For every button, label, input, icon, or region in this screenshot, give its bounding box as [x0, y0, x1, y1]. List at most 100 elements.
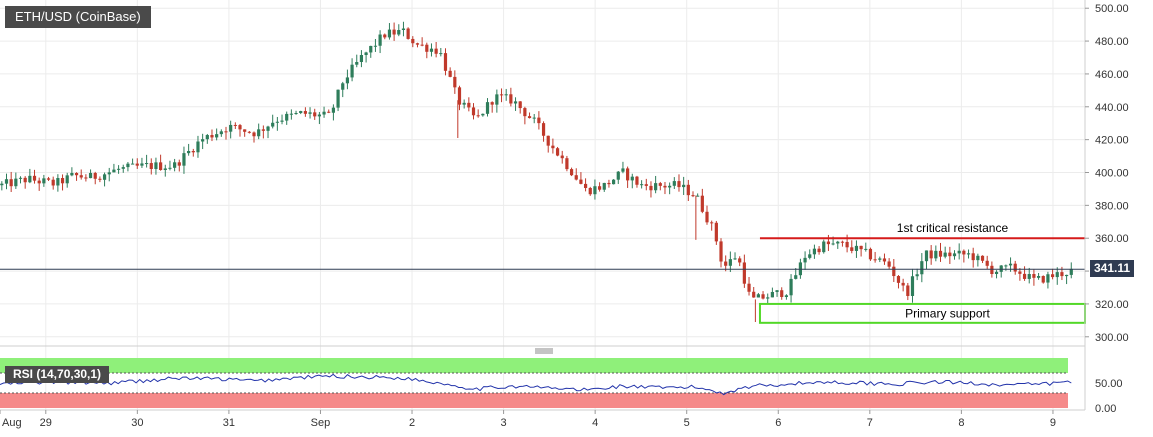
rsi-series-line: [0, 373, 1072, 396]
candle-body: [873, 259, 877, 261]
candle: [910, 268, 915, 303]
candle: [948, 246, 952, 265]
candle: [579, 172, 583, 185]
candle-body: [65, 175, 69, 184]
candle-body: [836, 241, 840, 244]
candle: [177, 159, 181, 172]
candle: [752, 286, 756, 298]
candle: [121, 164, 125, 173]
candle-body: [896, 276, 901, 283]
candle: [654, 175, 658, 194]
candle: [878, 256, 882, 263]
candle: [201, 133, 205, 150]
candle-body: [840, 241, 845, 243]
candle: [18, 176, 23, 184]
candle: [962, 249, 966, 263]
candle: [555, 146, 560, 157]
candle-body: [887, 261, 891, 267]
candle: [1069, 262, 1073, 279]
candle-body: [140, 163, 144, 166]
candle-body: [658, 183, 662, 186]
candle-body: [383, 34, 387, 38]
candle: [159, 154, 163, 171]
candle: [51, 176, 55, 190]
candle-body: [313, 112, 317, 117]
candle: [88, 169, 93, 179]
candle-body: [597, 186, 602, 190]
candle-body: [116, 168, 121, 170]
candle: [663, 181, 667, 195]
candle-body: [868, 248, 873, 260]
candle: [70, 167, 74, 177]
candle-body: [691, 195, 695, 197]
candle-body: [0, 183, 4, 186]
candle: [140, 157, 144, 168]
candle: [373, 39, 378, 52]
candle-body: [560, 155, 564, 159]
candle-body: [588, 188, 592, 195]
candle-body: [985, 260, 989, 266]
candle-body: [616, 171, 620, 180]
candle-body: [434, 48, 438, 54]
candle-body: [663, 185, 667, 188]
candle-body: [668, 185, 672, 188]
candle-body: [299, 111, 303, 114]
candle: [219, 129, 223, 137]
candle-body: [812, 248, 817, 255]
support-label: Primary support: [905, 306, 990, 320]
candle: [836, 240, 840, 249]
y-tick-label: 480.00: [1095, 36, 1129, 48]
candle: [355, 54, 359, 68]
candle: [98, 176, 102, 183]
candle-body: [336, 89, 340, 108]
candle: [1018, 268, 1022, 281]
rsi-oversold-zone: [0, 393, 1068, 408]
last-price-tag: 341.11: [1090, 260, 1134, 277]
candle-body: [289, 113, 293, 115]
candle: [350, 58, 354, 82]
candle-body: [219, 131, 223, 135]
x-tick-label: 2: [409, 417, 415, 429]
candle: [116, 165, 121, 174]
candle-body: [644, 184, 648, 186]
pane-divider-handle[interactable]: [535, 348, 553, 354]
candle-body: [728, 259, 732, 266]
candle-body: [261, 129, 265, 131]
candle: [327, 109, 331, 114]
candle-body: [247, 131, 251, 133]
candle: [551, 138, 555, 154]
candle-body: [327, 111, 331, 113]
candle: [588, 186, 592, 196]
candle: [261, 125, 265, 139]
candle-body: [359, 55, 364, 63]
candle: [135, 158, 139, 169]
rsi-y-tick-label: 0.00: [1095, 403, 1116, 415]
candle-body: [976, 255, 980, 261]
candle-body: [1018, 271, 1022, 274]
candle: [896, 275, 901, 289]
candle: [215, 128, 219, 141]
y-tick-label: 320.00: [1095, 299, 1129, 311]
candle: [182, 146, 186, 174]
candle-body: [88, 172, 93, 179]
candle: [616, 171, 620, 184]
candle: [79, 169, 83, 180]
candle: [420, 37, 424, 47]
candle: [336, 89, 340, 112]
candle-body: [794, 275, 798, 279]
candle-body: [294, 113, 298, 115]
candle: [4, 173, 9, 190]
candle: [411, 36, 415, 48]
candle: [859, 245, 863, 257]
grid: [0, 0, 1085, 410]
candle-body: [766, 297, 770, 299]
candle: [532, 113, 536, 124]
candle: [621, 161, 625, 174]
candle-body: [23, 177, 27, 183]
candle-body: [957, 250, 961, 254]
candle: [873, 251, 877, 263]
candle: [728, 251, 732, 273]
candle-body: [457, 87, 462, 105]
candle: [583, 178, 588, 192]
candle: [840, 240, 845, 247]
